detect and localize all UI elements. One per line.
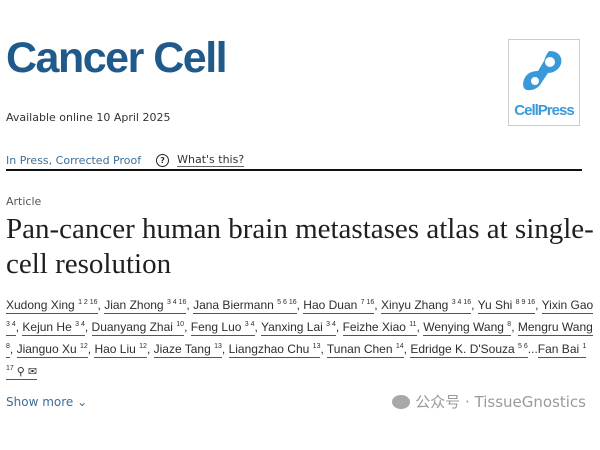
author-affiliations: 8 — [6, 343, 10, 350]
author-link[interactable]: Hao Duan 7 16 — [303, 298, 375, 314]
author-name: Yu Shi — [477, 298, 513, 312]
cellpress-wordmark: CellPress — [514, 102, 574, 119]
author-name: Feizhe Xiao — [342, 320, 406, 334]
cellpress-logo[interactable]: CellPress — [508, 39, 580, 126]
watermark: 公众号 · TissueGnostics — [392, 391, 586, 412]
author-name: Jiaze Tang — [153, 342, 211, 356]
author-affiliations: 3 4 — [6, 321, 16, 328]
author-affiliations: 3 4 — [75, 321, 85, 328]
author-name: Liangzhao Chu — [228, 342, 310, 356]
watermark-text: 公众号 · TissueGnostics — [415, 393, 586, 411]
whats-this-link[interactable]: What's this? — [177, 153, 245, 167]
status-bar: In Press, Corrected Proof ? What's this? — [6, 153, 245, 167]
author-link[interactable]: Yixin Gao 3 4 — [6, 298, 594, 336]
in-press-link[interactable]: In Press, Corrected Proof — [6, 153, 142, 167]
available-online-date: Available online 10 April 2025 — [6, 111, 171, 124]
author-link[interactable]: Fan Bai 1 17 ⚲ ✉ — [6, 342, 587, 380]
author-affiliations: 12 — [79, 343, 88, 350]
cellpress-mark-icon — [523, 51, 562, 91]
author-affiliations: 3 4 — [326, 321, 336, 328]
author-affiliations: 8 9 16 — [515, 299, 536, 306]
author-affiliations: 8 — [507, 321, 512, 328]
author-name: Duanyang Zhai — [91, 320, 173, 334]
author-name: Wenying Wang — [423, 320, 504, 334]
author-affiliations: 12 — [139, 343, 147, 350]
author-affiliations: 1 2 16 — [78, 299, 98, 306]
author-link[interactable]: Yanxing Lai 3 4 — [260, 320, 336, 336]
author-link[interactable]: Wenying Wang 8 — [423, 320, 512, 336]
author-name: Kejun He — [22, 320, 72, 334]
author-name: Hao Duan — [303, 298, 358, 312]
author-link[interactable]: Jana Biermann 5 6 16 — [193, 298, 297, 314]
author-name: Yixin Gao — [541, 298, 594, 312]
author-name: Xinyu Zhang — [380, 298, 449, 312]
author-link[interactable]: Hao Liu 12 — [94, 342, 147, 358]
author-link[interactable]: Feizhe Xiao 11 — [342, 320, 417, 336]
author-link[interactable]: Kejun He 3 4 — [22, 320, 85, 336]
author-link[interactable]: Yu Shi 8 9 16 — [477, 298, 536, 314]
author-link[interactable]: Xinyu Zhang 3 4 16 — [380, 298, 472, 314]
show-more-label: Show more — [6, 394, 74, 409]
author-affiliations: 10 — [176, 321, 185, 328]
author-name: Mengru Wang — [517, 320, 593, 334]
author-name: Tunan Chen — [326, 342, 393, 356]
author-name: Jian Zhong — [104, 298, 164, 312]
author-name: Fan Bai — [537, 342, 580, 356]
author-name: Edridge K. D'Souza — [410, 342, 515, 356]
author-affiliations: 5 6 16 — [277, 299, 297, 306]
author-affiliations: 3 4 — [244, 321, 255, 328]
author-link[interactable]: Mengru Wang 8 — [6, 320, 593, 358]
author-affiliations: 7 16 — [360, 299, 375, 306]
author-name: Jana Biermann — [193, 298, 274, 312]
author-list: Xudong Xing 1 2 16, Jian Zhong 3 4 16, J… — [6, 298, 594, 380]
author-link[interactable]: Duanyang Zhai 10 — [91, 320, 185, 336]
author-name: Yanxing Lai — [260, 320, 323, 334]
article-header: Article Pan-cancer human brain metastase… — [6, 194, 594, 412]
author-name: Feng Luo — [190, 320, 242, 334]
author-affiliations: 11 — [409, 321, 417, 328]
show-more-button[interactable]: Show more ⌄ — [6, 395, 87, 409]
author-name: Hao Liu — [94, 342, 136, 356]
article-type: Article — [6, 195, 42, 208]
author-affiliations: 1 17 — [6, 343, 587, 372]
author-link[interactable]: Xudong Xing 1 2 16 — [6, 298, 98, 314]
email-icon[interactable]: ✉ — [27, 366, 38, 378]
author-link[interactable]: Jianguo Xu 12 — [16, 342, 88, 358]
author-link[interactable]: Edridge K. D'Souza 5 6 — [410, 342, 528, 358]
chevron-down-icon: ⌄ — [77, 394, 88, 409]
author-link[interactable]: Feng Luo 3 4 — [190, 320, 255, 336]
wechat-icon — [392, 394, 411, 409]
journal-title[interactable]: Cancer Cell — [6, 34, 228, 82]
help-icon[interactable]: ? — [156, 153, 170, 167]
author-link[interactable]: Liangzhao Chu 13 — [228, 342, 321, 358]
author-link[interactable]: Tunan Chen 14 — [326, 342, 404, 358]
person-icon[interactable]: ⚲ — [16, 366, 25, 378]
article-title: Pan-cancer human brain metastases atlas … — [6, 213, 594, 280]
author-affiliations: 13 — [312, 343, 321, 350]
author-affiliations: 5 6 — [518, 343, 528, 350]
author-link[interactable]: Jiaze Tang 13 — [153, 342, 222, 358]
divider — [6, 169, 582, 171]
author-affiliations: 3 4 16 — [451, 299, 472, 306]
author-name: Jianguo Xu — [16, 342, 77, 356]
author-affiliations: 14 — [395, 343, 404, 350]
author-link[interactable]: Jian Zhong 3 4 16 — [104, 298, 187, 314]
footer-row: Show more ⌄ 公众号 · TissueGnostics — [6, 391, 594, 412]
author-affiliations: 13 — [214, 343, 222, 350]
author-name: Xudong Xing — [6, 298, 75, 312]
author-affiliations: 3 4 16 — [166, 299, 187, 306]
